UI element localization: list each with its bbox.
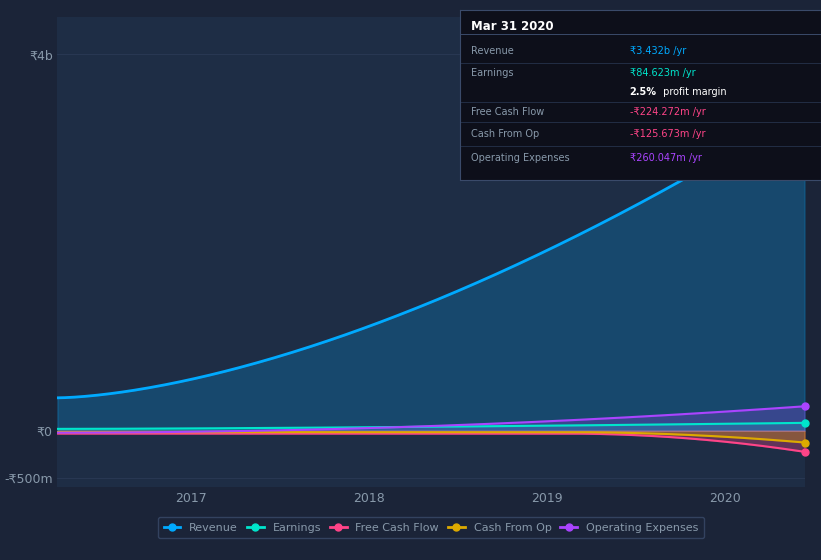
Text: Operating Expenses: Operating Expenses [470,153,570,163]
Text: -₹224.272m /yr: -₹224.272m /yr [630,107,705,117]
Text: Mar 31 2020: Mar 31 2020 [470,20,553,33]
Text: Earnings: Earnings [470,68,513,78]
Text: 2.5%: 2.5% [630,87,657,97]
Text: profit margin: profit margin [660,87,727,97]
Legend: Revenue, Earnings, Free Cash Flow, Cash From Op, Operating Expenses: Revenue, Earnings, Free Cash Flow, Cash … [158,517,704,538]
Text: ₹84.623m /yr: ₹84.623m /yr [630,68,695,78]
Text: Revenue: Revenue [470,46,514,56]
Text: Cash From Op: Cash From Op [470,129,539,139]
Text: -₹125.673m /yr: -₹125.673m /yr [630,129,705,139]
Text: ₹260.047m /yr: ₹260.047m /yr [630,153,702,163]
Text: ₹3.432b /yr: ₹3.432b /yr [630,46,686,56]
Text: Free Cash Flow: Free Cash Flow [470,107,544,117]
